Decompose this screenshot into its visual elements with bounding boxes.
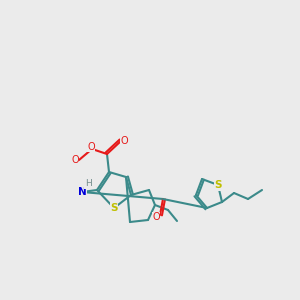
Text: O: O bbox=[152, 212, 160, 222]
Text: S: S bbox=[110, 203, 118, 213]
Text: S: S bbox=[214, 180, 222, 190]
Text: O: O bbox=[120, 136, 128, 146]
Text: O: O bbox=[87, 142, 95, 152]
Text: N: N bbox=[78, 187, 86, 197]
Text: O: O bbox=[71, 155, 79, 165]
Text: H: H bbox=[85, 179, 92, 188]
